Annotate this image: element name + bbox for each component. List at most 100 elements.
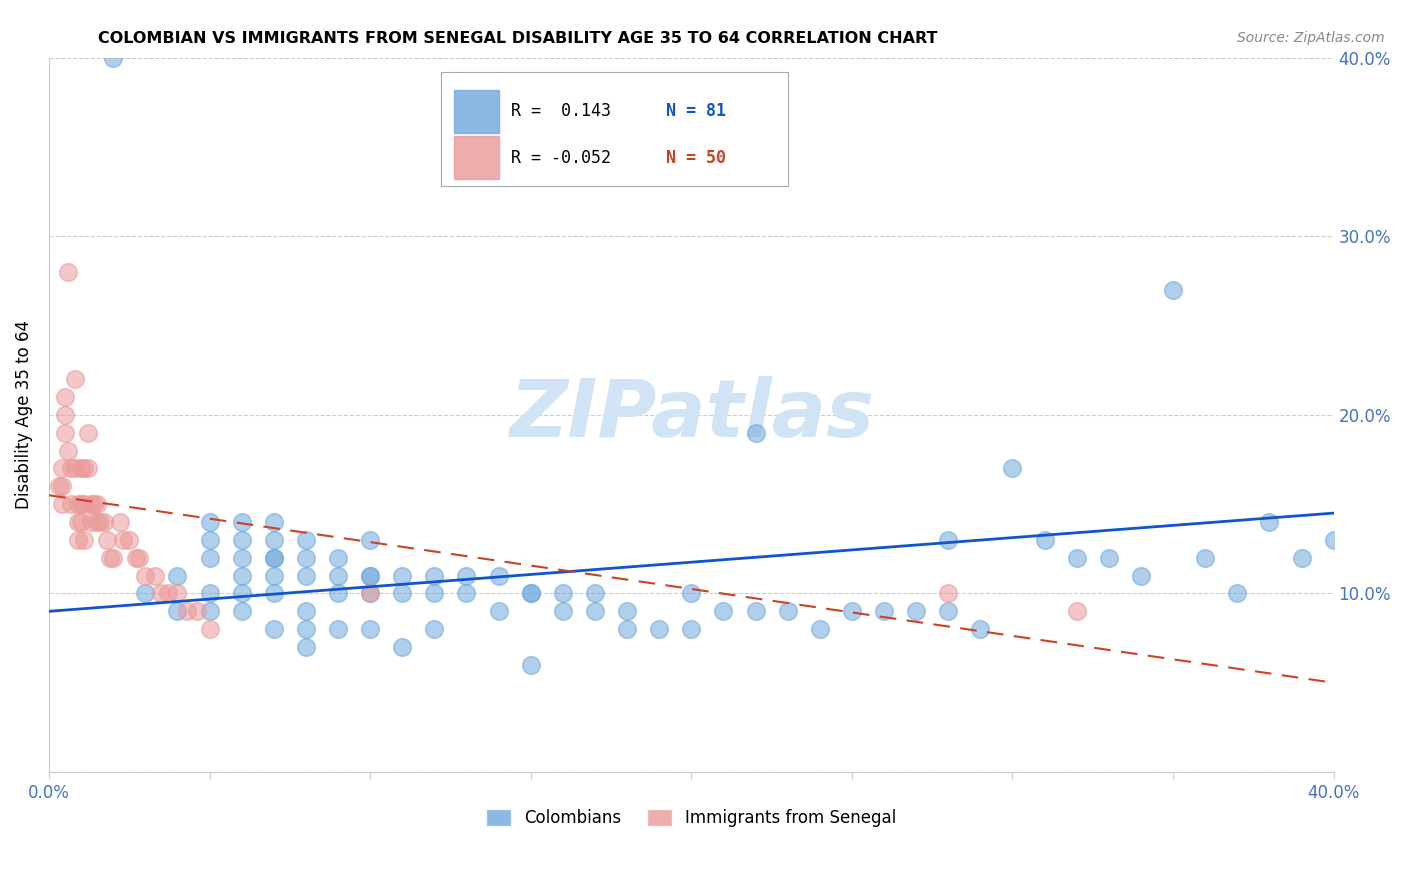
Point bbox=[198, 622, 221, 636]
Point bbox=[326, 586, 349, 600]
Point bbox=[616, 622, 638, 636]
Point bbox=[295, 533, 318, 547]
Point bbox=[295, 604, 318, 618]
Point bbox=[66, 497, 89, 511]
Point bbox=[359, 568, 381, 582]
Point bbox=[519, 586, 541, 600]
Text: R = -0.052: R = -0.052 bbox=[512, 149, 612, 167]
Point bbox=[488, 568, 510, 582]
FancyBboxPatch shape bbox=[454, 136, 499, 179]
Point bbox=[48, 479, 70, 493]
Point bbox=[166, 604, 188, 618]
Point bbox=[744, 425, 766, 440]
Point bbox=[263, 550, 285, 565]
Point bbox=[873, 604, 896, 618]
Point bbox=[198, 515, 221, 529]
Point bbox=[73, 497, 96, 511]
Point bbox=[1323, 533, 1346, 547]
Point bbox=[1161, 283, 1184, 297]
Point bbox=[713, 604, 735, 618]
Point bbox=[551, 604, 574, 618]
Point bbox=[86, 497, 108, 511]
Point bbox=[103, 51, 125, 65]
Point bbox=[58, 265, 80, 279]
Point bbox=[231, 586, 253, 600]
Point bbox=[60, 461, 83, 475]
Point bbox=[198, 550, 221, 565]
Point bbox=[1226, 586, 1249, 600]
Point bbox=[80, 497, 103, 511]
Point bbox=[83, 497, 105, 511]
Point bbox=[231, 550, 253, 565]
Point bbox=[111, 533, 134, 547]
Point bbox=[263, 533, 285, 547]
Point bbox=[744, 604, 766, 618]
Y-axis label: Disability Age 35 to 64: Disability Age 35 to 64 bbox=[15, 320, 32, 509]
Point bbox=[263, 568, 285, 582]
Text: R =  0.143: R = 0.143 bbox=[512, 102, 612, 120]
Point bbox=[58, 443, 80, 458]
Point bbox=[125, 550, 148, 565]
Point bbox=[73, 461, 96, 475]
Point bbox=[488, 604, 510, 618]
Point bbox=[66, 533, 89, 547]
Point bbox=[326, 622, 349, 636]
Point bbox=[108, 515, 131, 529]
Point bbox=[519, 586, 541, 600]
Point bbox=[359, 568, 381, 582]
Point bbox=[263, 550, 285, 565]
Point bbox=[359, 586, 381, 600]
Point bbox=[263, 622, 285, 636]
FancyBboxPatch shape bbox=[454, 90, 499, 133]
Point bbox=[96, 533, 118, 547]
Point bbox=[456, 568, 478, 582]
Point bbox=[134, 586, 156, 600]
Point bbox=[1001, 461, 1024, 475]
Point bbox=[295, 550, 318, 565]
Point bbox=[66, 515, 89, 529]
Point bbox=[551, 586, 574, 600]
Point bbox=[76, 461, 98, 475]
Text: Source: ZipAtlas.com: Source: ZipAtlas.com bbox=[1237, 31, 1385, 45]
Point bbox=[359, 586, 381, 600]
Point bbox=[60, 497, 83, 511]
Point bbox=[936, 586, 959, 600]
Point bbox=[63, 372, 86, 386]
Point bbox=[936, 533, 959, 547]
Point bbox=[456, 586, 478, 600]
Point bbox=[198, 533, 221, 547]
FancyBboxPatch shape bbox=[441, 72, 787, 186]
Point bbox=[776, 604, 799, 618]
Point bbox=[1033, 533, 1056, 547]
Point bbox=[1129, 568, 1152, 582]
Point bbox=[63, 461, 86, 475]
Point bbox=[198, 586, 221, 600]
Point bbox=[118, 533, 141, 547]
Point bbox=[103, 550, 125, 565]
Point bbox=[70, 461, 93, 475]
Point bbox=[905, 604, 928, 618]
Point bbox=[326, 568, 349, 582]
Point bbox=[1194, 550, 1216, 565]
Point bbox=[295, 640, 318, 654]
Point bbox=[648, 622, 671, 636]
Point bbox=[53, 408, 76, 422]
Point bbox=[423, 586, 446, 600]
Point bbox=[681, 586, 703, 600]
Point bbox=[73, 533, 96, 547]
Point bbox=[51, 461, 73, 475]
Point bbox=[359, 622, 381, 636]
Point bbox=[1258, 515, 1281, 529]
Point bbox=[583, 586, 606, 600]
Point bbox=[326, 550, 349, 565]
Text: N = 81: N = 81 bbox=[665, 102, 725, 120]
Point bbox=[150, 586, 173, 600]
Point bbox=[86, 515, 108, 529]
Point bbox=[841, 604, 863, 618]
Point bbox=[51, 479, 73, 493]
Point bbox=[295, 568, 318, 582]
Point bbox=[1066, 550, 1088, 565]
Point bbox=[295, 622, 318, 636]
Point bbox=[156, 586, 179, 600]
Point bbox=[519, 657, 541, 672]
